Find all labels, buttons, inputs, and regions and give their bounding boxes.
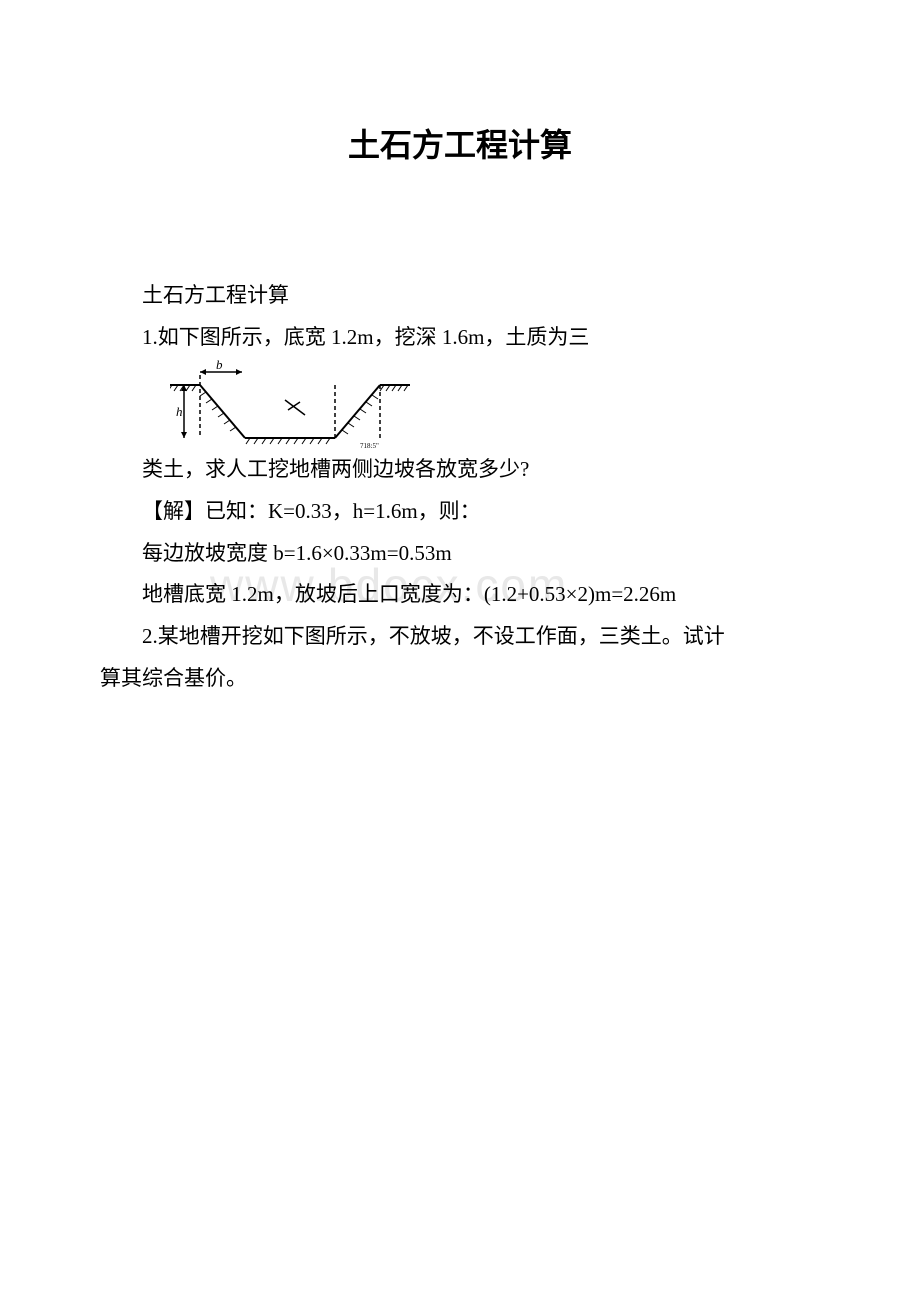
document-page: 土石方工程计算 土石方工程计算 1.如下图所示，底宽 1.2m，挖深 1.6m，… — [0, 0, 920, 761]
svg-text:718:5": 718:5" — [360, 442, 379, 450]
svg-text:h: h — [176, 404, 183, 419]
section-heading: 土石方工程计算 — [100, 276, 820, 316]
trench-diagram: b h — [170, 360, 410, 450]
problem2-line1: 2.某地槽开挖如下图所示，不放坡，不设工作面，三类土。试计 — [100, 617, 820, 657]
solution1-line1: 【解】已知：K=0.33，h=1.6m，则： — [100, 492, 820, 532]
problem1-text-line2: 类土，求人工挖地槽两侧边坡各放宽多少? — [100, 450, 820, 490]
solution1-line3: 地槽底宽 1.2m，放坡后上口宽度为：(1.2+0.53×2)m=2.26m — [100, 575, 820, 615]
svg-text:b: b — [216, 360, 223, 372]
problem2-line2: 算其综合基价。 — [100, 659, 820, 699]
solution1-line2: 每边放坡宽度 b=1.6×0.33m=0.53m — [100, 534, 820, 574]
problem1-text-line1: 1.如下图所示，底宽 1.2m，挖深 1.6m，土质为三 — [100, 318, 820, 358]
page-title: 土石方工程计算 — [100, 120, 820, 166]
